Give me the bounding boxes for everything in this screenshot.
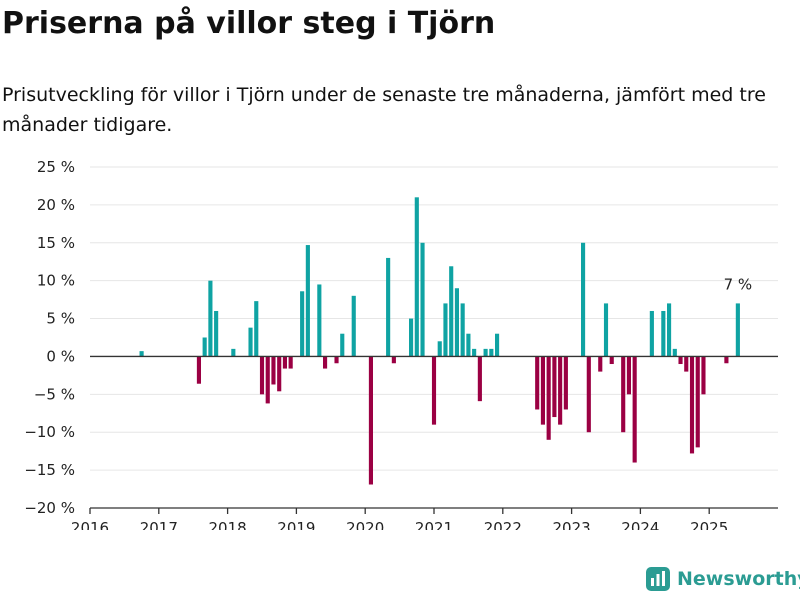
brand-name: Newsworthy [677,568,800,590]
bar [563,356,568,410]
x-tick-label: 2022 [484,519,522,530]
bar [449,266,454,357]
bar [621,356,626,433]
bar [598,356,603,372]
bar [139,351,144,357]
x-tick-label: 2021 [415,519,453,530]
bar [386,257,391,357]
bar [495,333,500,357]
bar [443,303,448,357]
bar [391,356,396,364]
x-tick-label: 2017 [140,519,178,530]
bar [661,310,666,357]
bar-series [139,197,740,485]
bar [672,348,677,357]
bar [460,303,465,357]
x-tick-label: 2025 [690,519,728,530]
bar [368,356,373,485]
latest-value-label: 7 % [724,275,753,293]
bar [558,356,563,425]
newsworthy-logo-icon [646,567,670,591]
bar [202,337,207,357]
bar [454,288,459,357]
bar [323,356,328,369]
axes: 25 % 20 % 15 % 10 % 5 % 0 % −5 % −10 % −15 % −20 … [24,158,778,530]
page-title: Priserna på villor steg i Tjörn [2,6,496,41]
y-tick-label: 20 % [37,196,75,214]
bar [265,356,270,404]
bar [334,356,339,364]
bar [695,356,700,448]
bar [466,333,471,357]
bar [317,284,322,357]
bar [540,356,545,425]
bar [667,303,672,357]
bar [351,295,356,357]
bar [483,348,488,357]
bar [626,356,631,395]
bar [586,356,591,433]
y-tick-label: 5 % [46,310,75,328]
newsworthy-logo: Newsworthy [645,566,800,592]
bar [689,356,695,454]
bar [546,356,551,440]
x-tick-label: 2023 [553,519,591,530]
x-tick-label: 2016 [71,519,109,530]
bar [420,242,425,357]
bar [477,356,482,402]
y-tick-label: 10 % [37,272,75,290]
bar [282,356,287,369]
bar [735,303,740,357]
bar [305,245,310,357]
y-tick-label: −15 % [24,461,75,479]
bar [248,327,253,357]
bar [277,356,282,392]
bar [632,356,637,463]
bar-chart: 25 % 20 % 15 % 10 % 5 % 0 % −5 % −10 % −15 % −20 … [24,158,778,530]
bar [300,291,305,357]
bar [603,303,609,357]
bar [437,341,442,357]
y-tick-label: 0 % [46,347,75,365]
bar [535,356,540,410]
y-tick-label: −5 % [34,385,75,403]
bar [701,356,706,395]
bar [552,356,557,418]
bar [609,356,614,365]
bar [414,197,419,357]
bar [208,280,213,357]
bar [472,348,477,357]
bar [409,318,414,357]
bar [724,356,729,364]
page-subtitle: Prisutveckling för villor i Tjörn under … [2,84,766,136]
y-tick-label: 25 % [37,158,75,176]
bar [340,333,345,357]
bar [678,356,683,365]
bar [581,242,586,357]
y-tick-label: −10 % [24,423,75,441]
bar [254,301,259,357]
bar [196,356,201,384]
bar [649,310,654,357]
x-tick-label: 2024 [621,519,659,530]
bar [431,356,437,425]
x-tick-label: 2018 [209,519,247,530]
x-tick-label: 2019 [277,519,315,530]
bar [489,348,494,357]
bar [259,356,265,395]
bar [271,356,276,385]
grid-lines [90,166,778,509]
bar [288,356,293,369]
y-tick-label: −20 % [24,499,75,517]
x-tick-label: 2020 [346,519,384,530]
bar [214,310,219,357]
bar [684,356,689,372]
y-tick-label: 15 % [37,234,75,252]
bar [231,348,236,357]
